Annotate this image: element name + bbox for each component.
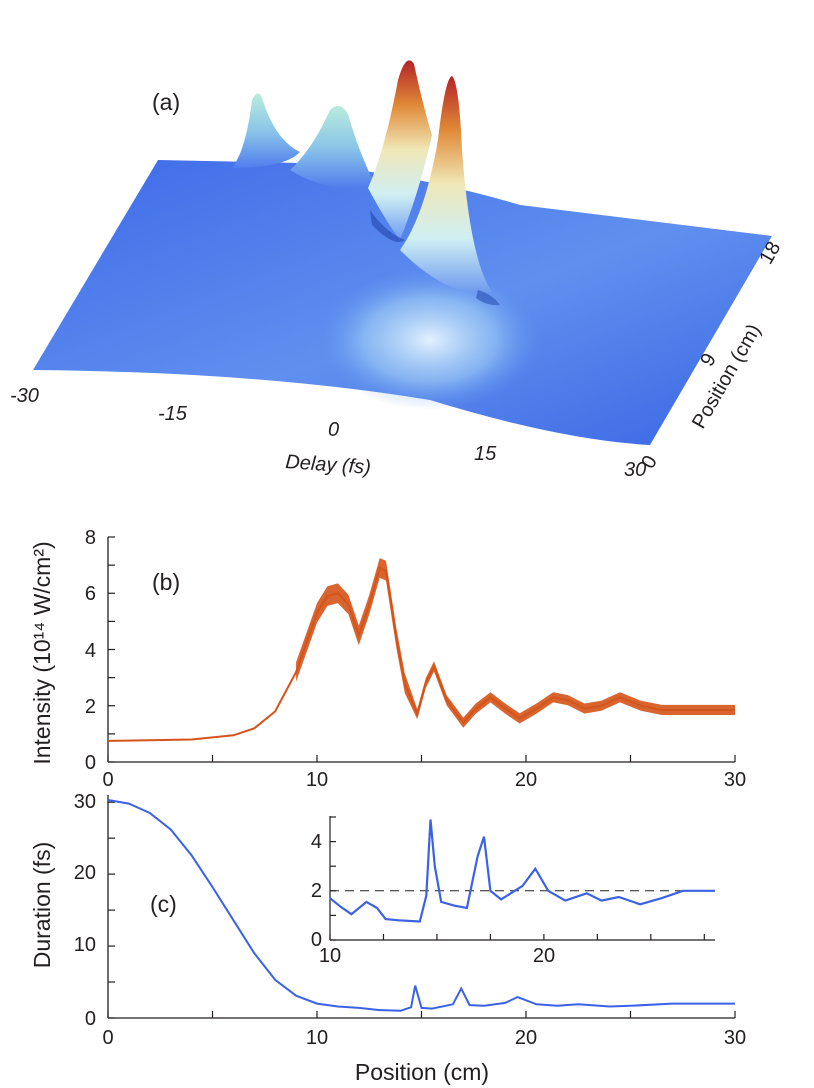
y-tick-label: 4 (85, 640, 96, 662)
y-tick-label: 0 (85, 752, 96, 774)
y-tick-label: 6 (85, 583, 96, 605)
inset-x-tick-label: 10 (319, 945, 341, 967)
surface-peak-1 (232, 93, 300, 168)
y-tick-label: 2 (85, 696, 96, 718)
tick-marks (107, 801, 736, 1019)
panel-c-label: (c) (150, 891, 177, 917)
inset-y-tick-label: 4 (311, 831, 322, 853)
y-tick-label: 30 (74, 791, 96, 813)
intensity-oscillation-band (296, 558, 735, 728)
delay-tick-label: -30 (10, 385, 39, 407)
x-tick-label: 10 (306, 769, 328, 791)
y-tick-label: 10 (74, 934, 96, 956)
panel-a-label: (a) (152, 89, 180, 115)
x-tick-label: 0 (102, 769, 113, 791)
inset-tick-marks (329, 816, 705, 941)
surface-peak-4 (400, 76, 492, 294)
x-tick-label: 20 (515, 769, 537, 791)
duration-series-line (107, 799, 735, 1012)
x-tick-label: 30 (724, 769, 746, 791)
inset-y-tick-label: 0 (311, 929, 322, 951)
intensity-series-line (107, 566, 735, 742)
tick-marks (107, 536, 736, 763)
x-tick-label: 0 (102, 1027, 113, 1049)
panel-b-label: (b) (152, 569, 180, 595)
inset-x-tick-label: 20 (533, 945, 555, 967)
panel-c: 0 10 20 30 0 10 20 30 (c) Duration (fs) … (29, 791, 746, 1085)
delay-tick-label: 30 (624, 459, 646, 481)
panel-a: (a) -30 -15 0 15 30 Delay (fs) 0 9 18 Po… (10, 60, 785, 481)
delay-tick-label: 15 (474, 443, 497, 465)
duration-axis-title: Duration (fs) (29, 842, 55, 969)
y-tick-label: 20 (74, 862, 96, 884)
inset-duration-series-line (329, 819, 715, 923)
surface-dip-shadow (370, 210, 405, 243)
panel-b: 0 10 20 30 0 2 4 6 8 (b) Intensity (10¹⁴… (29, 527, 746, 791)
y-tick-label: 8 (85, 527, 96, 549)
position-axis-title: Position (cm) (355, 1059, 489, 1085)
delay-tick-label: 0 (328, 419, 339, 441)
surface-glow (320, 270, 540, 410)
inset-y-tick-label: 2 (311, 880, 322, 902)
x-tick-label: 10 (306, 1027, 328, 1049)
surface-peak-2 (290, 105, 375, 188)
y-tick-label: 0 (85, 1008, 96, 1030)
delay-axis-title: Delay (fs) (285, 451, 372, 479)
surface-dip-shadow-2 (476, 290, 500, 306)
position-tick-label: 9 (696, 350, 721, 371)
x-tick-label: 30 (724, 1027, 746, 1049)
inset-plot: 10 20 0 2 4 (311, 816, 715, 967)
surface-peak-3 (368, 60, 432, 241)
intensity-axis-title: Intensity (10¹⁴ W/cm²) (29, 541, 55, 764)
x-tick-label: 20 (515, 1027, 537, 1049)
delay-tick-label: -15 (158, 403, 188, 425)
